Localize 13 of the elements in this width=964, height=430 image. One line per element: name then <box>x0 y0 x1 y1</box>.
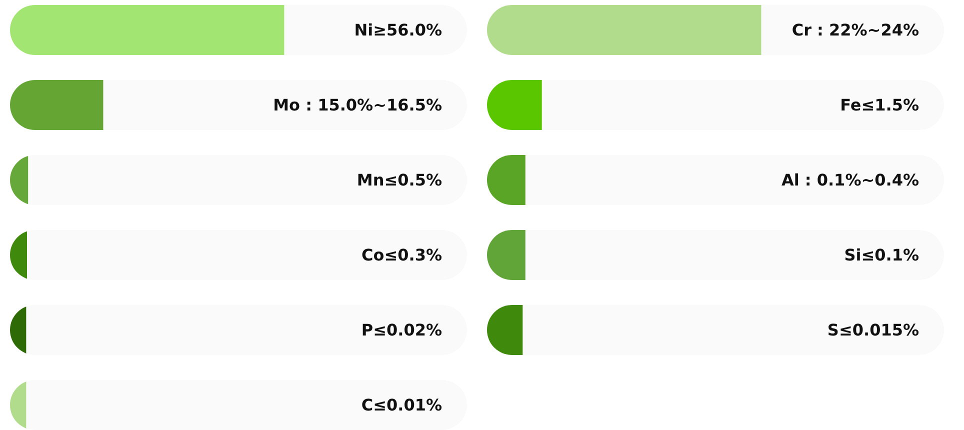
y-tick-label: Co≤0.3% <box>361 246 442 264</box>
y-tick-label: Fe≤1.5% <box>840 96 919 114</box>
y-tick-label: Cr : 22%~24% <box>792 20 919 40</box>
y-tick-label: Si≤0.1% <box>844 246 919 264</box>
bar <box>487 80 542 130</box>
bar <box>10 80 104 130</box>
y-tick-label: C≤0.01% <box>361 396 442 414</box>
y-tick-label: Mo : 15.0%~16.5% <box>273 96 442 114</box>
y-tick-label: Mn≤0.5% <box>356 170 442 190</box>
y-tick-label: Al : 0.1%~0.4% <box>781 170 919 190</box>
y-tick-label: Ni≥56.0% <box>354 20 442 40</box>
y-tick-label: P≤0.02% <box>361 320 442 340</box>
y-tick-label: S≤0.015% <box>827 320 919 340</box>
